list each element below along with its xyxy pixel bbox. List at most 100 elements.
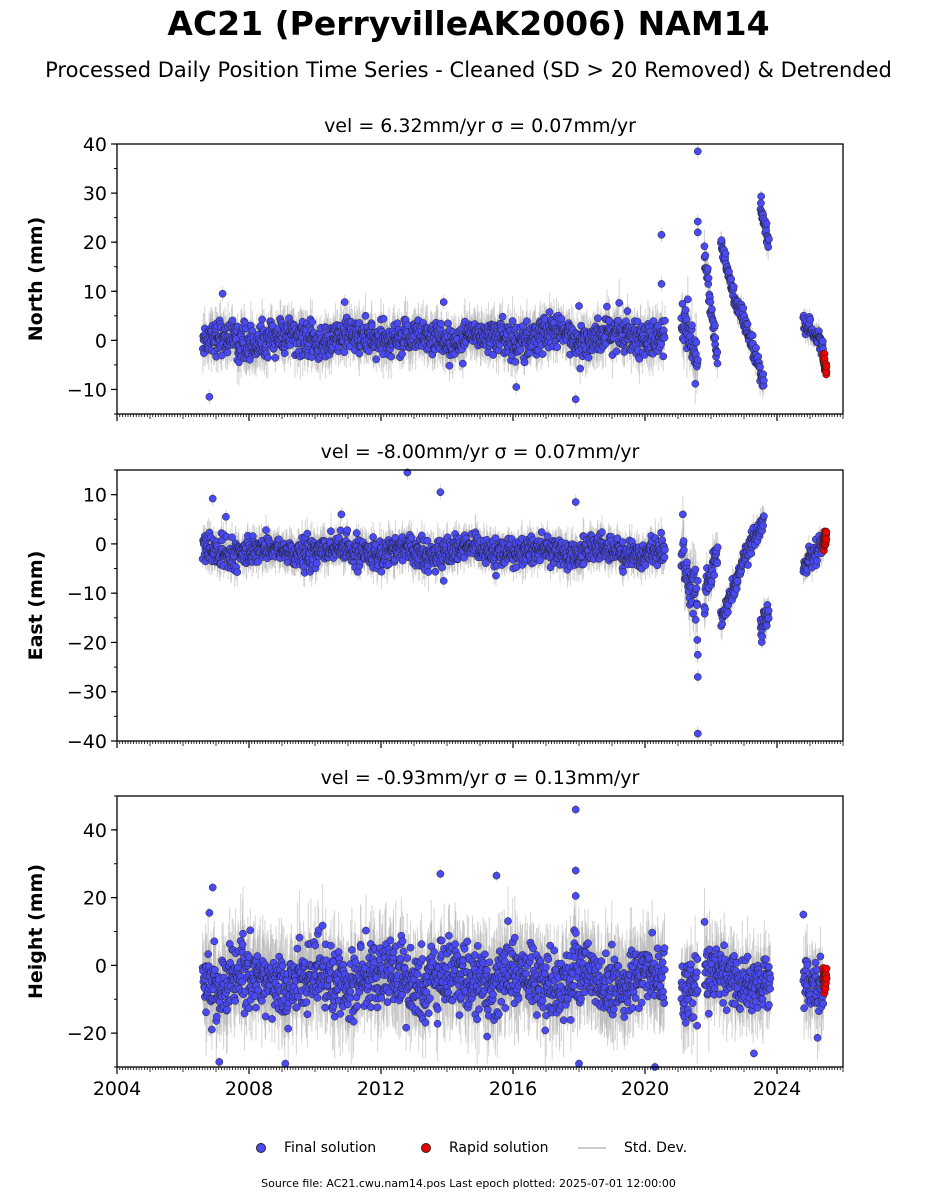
final-point bbox=[700, 242, 709, 251]
final-point bbox=[271, 354, 280, 362]
final-point bbox=[393, 319, 402, 328]
final-point bbox=[693, 355, 702, 364]
final-point bbox=[743, 320, 752, 328]
final-point bbox=[444, 319, 452, 328]
final-point bbox=[729, 282, 738, 291]
final-point bbox=[516, 346, 525, 354]
final-point bbox=[264, 353, 272, 362]
final-point bbox=[659, 352, 668, 361]
final-point bbox=[711, 321, 719, 330]
final-point bbox=[713, 359, 722, 368]
final-point bbox=[748, 331, 757, 340]
final-point bbox=[367, 321, 376, 330]
y-tick-label: −10 bbox=[67, 379, 107, 401]
chart-subtitle: Processed Daily Position Time Series - C… bbox=[45, 58, 892, 82]
final-point bbox=[660, 333, 669, 342]
final-point bbox=[682, 315, 691, 324]
final-point bbox=[739, 304, 748, 312]
panel-title-north: vel = 6.32mm/yr σ = 0.07mm/yr bbox=[324, 115, 636, 137]
final-point bbox=[688, 321, 696, 330]
final-point bbox=[683, 295, 692, 304]
final-point bbox=[657, 280, 666, 288]
y-tick-label: 20 bbox=[83, 232, 107, 254]
y-tick-label: 30 bbox=[83, 183, 107, 205]
final-point bbox=[218, 289, 227, 298]
final-point bbox=[340, 348, 349, 356]
final-point bbox=[681, 306, 690, 314]
final-point bbox=[713, 348, 722, 357]
final-point bbox=[707, 305, 716, 313]
final-point bbox=[692, 338, 701, 347]
final-point bbox=[512, 383, 521, 391]
final-point bbox=[523, 317, 531, 326]
y-tick-label: 0 bbox=[95, 330, 107, 352]
final-point bbox=[355, 349, 364, 358]
final-point bbox=[703, 264, 712, 273]
final-point bbox=[727, 275, 736, 284]
final-point bbox=[576, 364, 585, 373]
final-point bbox=[594, 314, 602, 323]
final-point bbox=[458, 359, 467, 368]
final-point bbox=[661, 316, 669, 325]
final-point bbox=[575, 302, 583, 310]
panel-title-east: vel = -8.00mm/yr σ = 0.07mm/yr bbox=[321, 441, 640, 463]
final-point bbox=[364, 347, 373, 356]
final-point bbox=[439, 298, 448, 306]
y-axis-label-north: North (mm) bbox=[25, 217, 47, 342]
final-point bbox=[752, 344, 760, 352]
final-point bbox=[725, 267, 733, 276]
final-point bbox=[701, 251, 710, 260]
final-point bbox=[437, 319, 445, 328]
final-point bbox=[379, 314, 388, 323]
final-point bbox=[361, 311, 370, 320]
final-point bbox=[693, 147, 702, 156]
y-axis-label-east: East (mm) bbox=[25, 551, 47, 661]
final-point bbox=[612, 347, 621, 356]
final-point bbox=[691, 379, 700, 388]
final-point bbox=[765, 235, 773, 243]
final-point bbox=[584, 353, 593, 362]
time-series-figure: vel = 6.32mm/yr σ = 0.07mm/yr North (mm) −… bbox=[25, 115, 844, 1100]
final-point bbox=[445, 361, 454, 370]
final-point bbox=[762, 219, 771, 228]
final-point bbox=[756, 363, 764, 371]
final-point bbox=[340, 298, 349, 306]
final-point bbox=[258, 315, 267, 324]
final-point bbox=[205, 392, 214, 401]
final-point bbox=[693, 228, 702, 237]
y-tick-label: 40 bbox=[83, 134, 107, 156]
rapid-point bbox=[822, 362, 831, 371]
final-point bbox=[223, 348, 232, 357]
final-point bbox=[704, 274, 713, 283]
final-point bbox=[228, 316, 237, 325]
final-point bbox=[387, 352, 395, 361]
final-point bbox=[571, 395, 580, 404]
final-point bbox=[308, 318, 317, 326]
chart-title: AC21 (PerryvilleAK2006) NAM14 bbox=[167, 4, 770, 43]
y-tick-label: 10 bbox=[83, 281, 107, 303]
final-point bbox=[721, 249, 730, 258]
final-point bbox=[355, 319, 364, 327]
final-point bbox=[603, 302, 611, 311]
final-point bbox=[372, 355, 381, 364]
final-point bbox=[398, 350, 406, 358]
final-point bbox=[759, 376, 768, 385]
final-point bbox=[508, 317, 517, 325]
final-point bbox=[806, 315, 815, 324]
final-point bbox=[615, 299, 624, 307]
final-point bbox=[818, 337, 827, 346]
final-point bbox=[757, 199, 765, 208]
final-point bbox=[706, 298, 715, 307]
final-point bbox=[511, 358, 520, 366]
final-point bbox=[757, 192, 766, 201]
final-point bbox=[553, 343, 561, 351]
final-point bbox=[711, 334, 720, 342]
final-point bbox=[717, 236, 726, 245]
final-point bbox=[520, 358, 529, 367]
final-point bbox=[538, 350, 547, 358]
final-point bbox=[657, 230, 666, 239]
final-point bbox=[764, 243, 773, 251]
final-point bbox=[545, 308, 554, 316]
final-point bbox=[693, 217, 702, 226]
final-point bbox=[623, 307, 632, 315]
